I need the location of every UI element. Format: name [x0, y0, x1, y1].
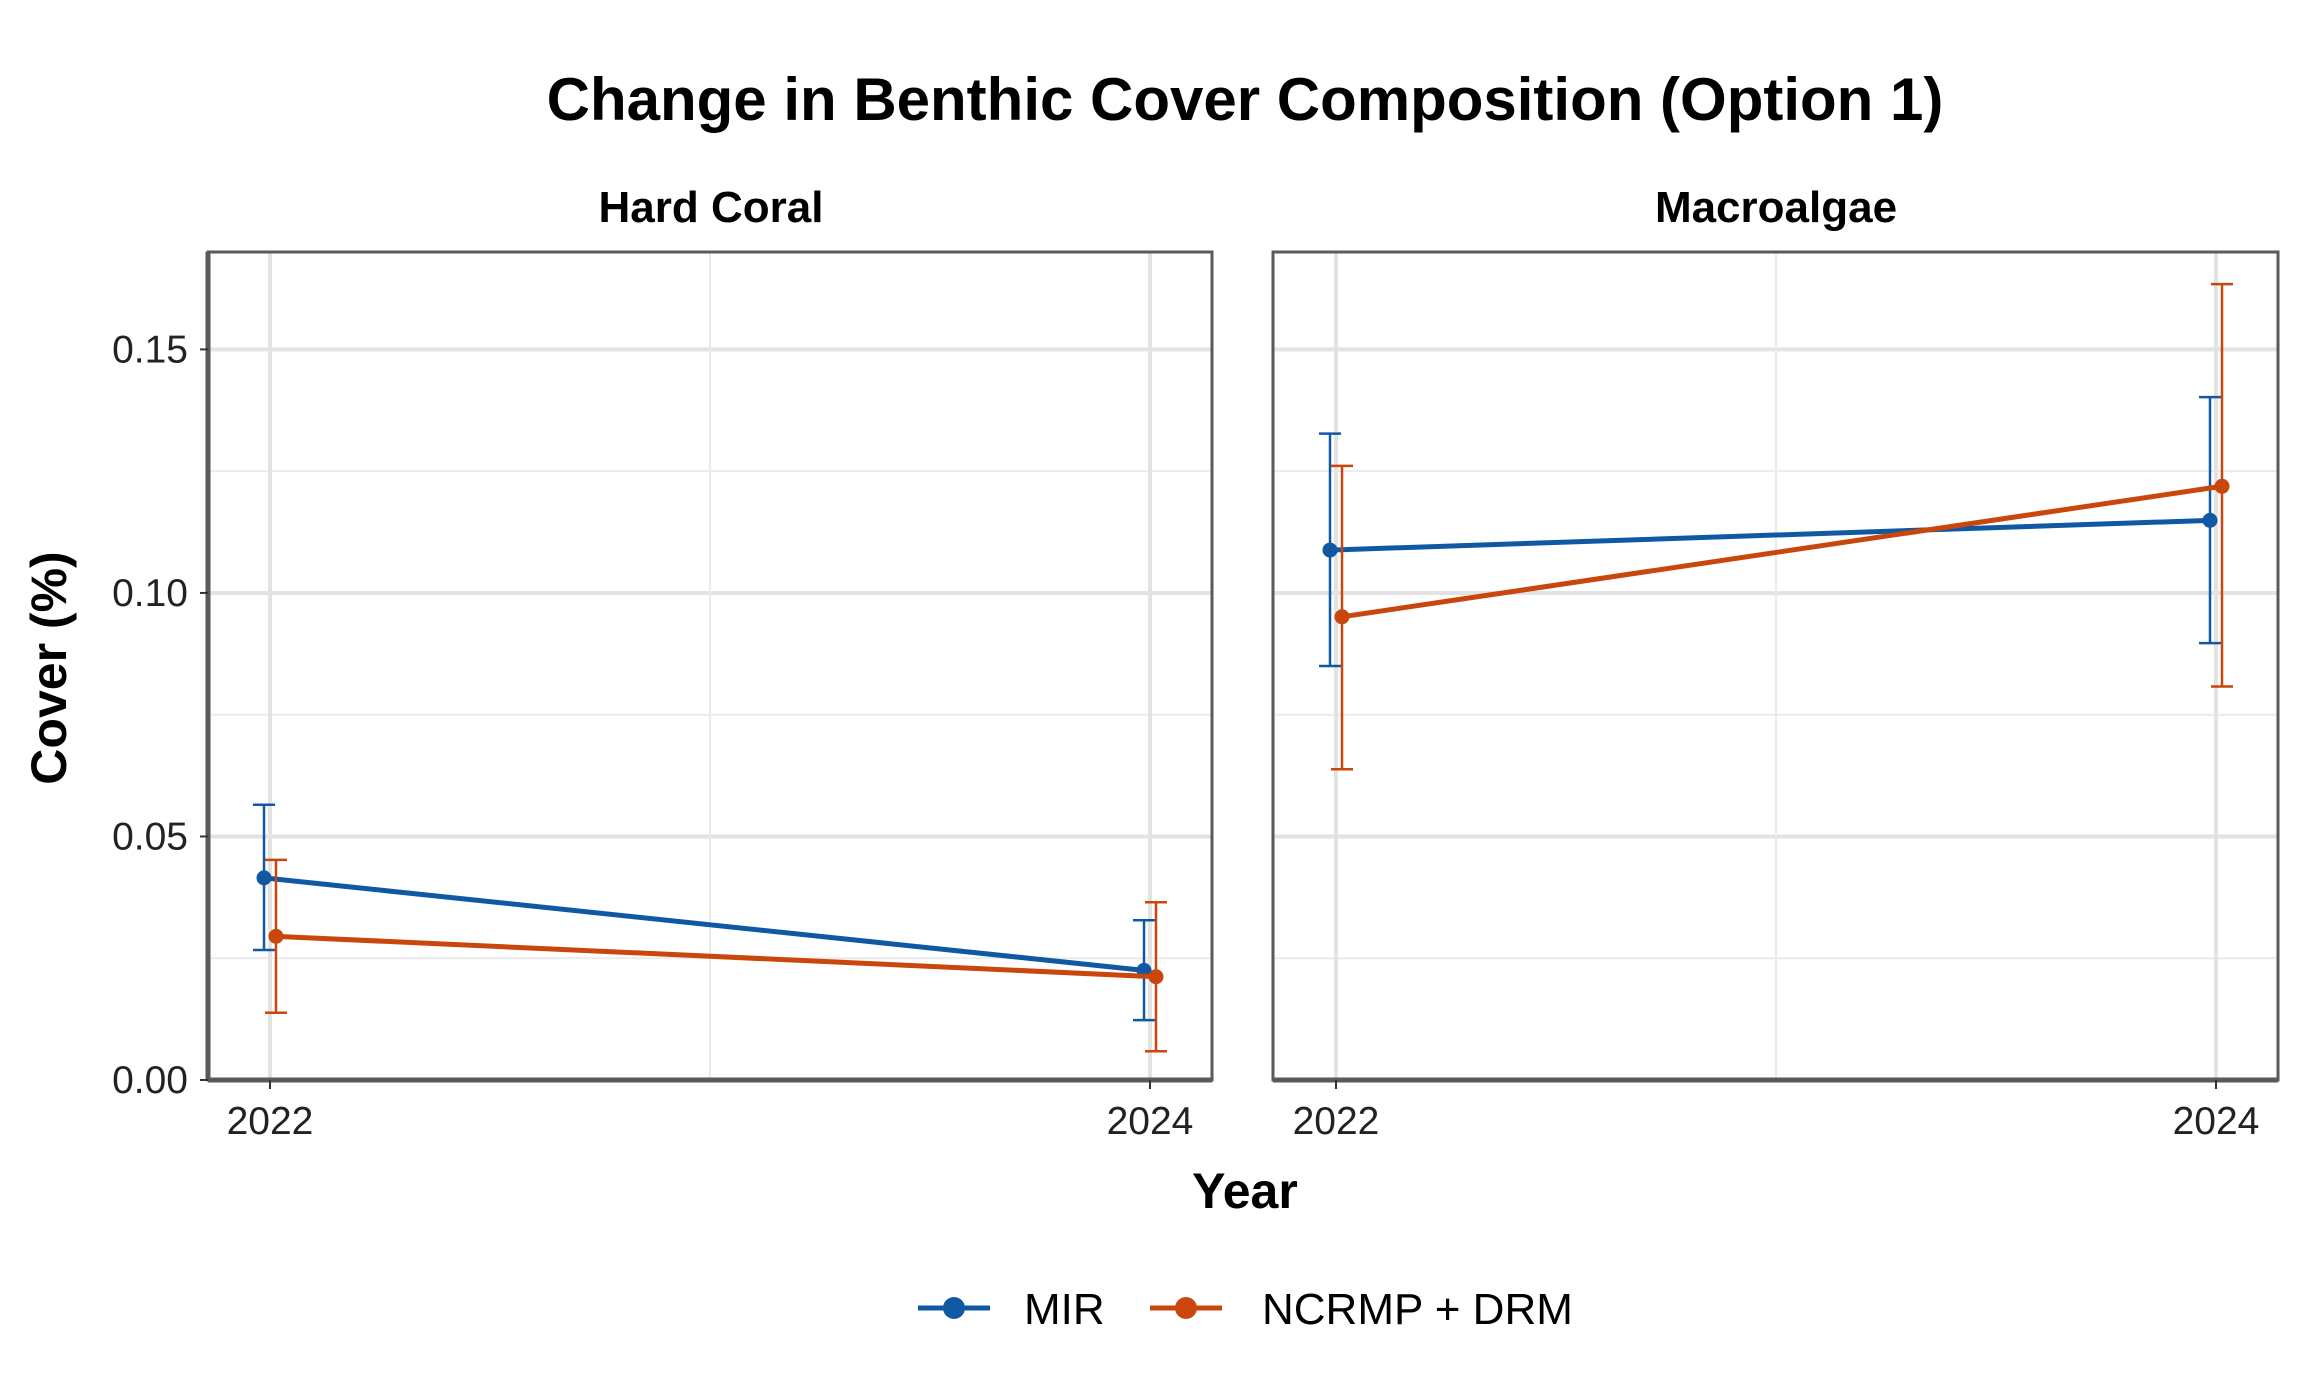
x-axis-title: Year — [1192, 1163, 1298, 1219]
legend-item-ncrmp-drm: NCRMP + DRM — [1150, 1285, 1573, 1334]
chart-title: Change in Benthic Cover Composition (Opt… — [547, 66, 1944, 133]
legend-key-point-ncrmp-drm — [1175, 1297, 1197, 1319]
data-point — [1148, 969, 1164, 985]
y-tick-label: 0.05 — [112, 815, 188, 858]
data-point — [268, 928, 284, 944]
series-line — [275, 933, 1157, 980]
x-tick-label: 2022 — [1293, 1100, 1380, 1143]
legend-item-mir: MIR — [918, 1285, 1105, 1334]
panel-macroalgae: 2022 2024 — [1271, 250, 2280, 1143]
x-tick-label: 2022 — [227, 1100, 314, 1143]
series-ncrmp-drm-hard-coral — [265, 858, 1167, 1053]
legend-key-point-mir — [943, 1297, 965, 1319]
facet-label-hard-coral: Hard Coral — [599, 183, 824, 232]
legend-label-ncrmp-drm: NCRMP + DRM — [1262, 1285, 1573, 1334]
data-point — [1322, 542, 1338, 558]
data-point — [2214, 478, 2230, 494]
series-mir-macroalgae — [1319, 395, 2221, 668]
y-axis: 0.00 0.05 0.10 0.15 — [112, 328, 208, 1102]
series-line — [1341, 483, 2223, 620]
legend: MIR NCRMP + DRM — [918, 1285, 1573, 1334]
data-point — [2202, 512, 2218, 528]
x-tick-label: 2024 — [2173, 1100, 2260, 1143]
y-tick-label: 0.10 — [112, 572, 188, 615]
series-line — [263, 875, 1145, 973]
series-line — [1329, 517, 2211, 553]
y-tick-label: 0.15 — [112, 328, 188, 371]
y-axis-title: Cover (%) — [21, 551, 77, 784]
x-tick-label: 2024 — [1107, 1100, 1194, 1143]
legend-label-mir: MIR — [1024, 1285, 1105, 1334]
series-ncrmp-drm-macroalgae — [1331, 282, 2233, 771]
data-point — [256, 870, 272, 886]
data-point — [1334, 609, 1350, 625]
facet-label-macroalgae: Macroalgae — [1655, 183, 1897, 232]
y-tick-label: 0.00 — [112, 1059, 188, 1102]
panel-hard-coral: 2022 2024 — [205, 250, 1214, 1143]
